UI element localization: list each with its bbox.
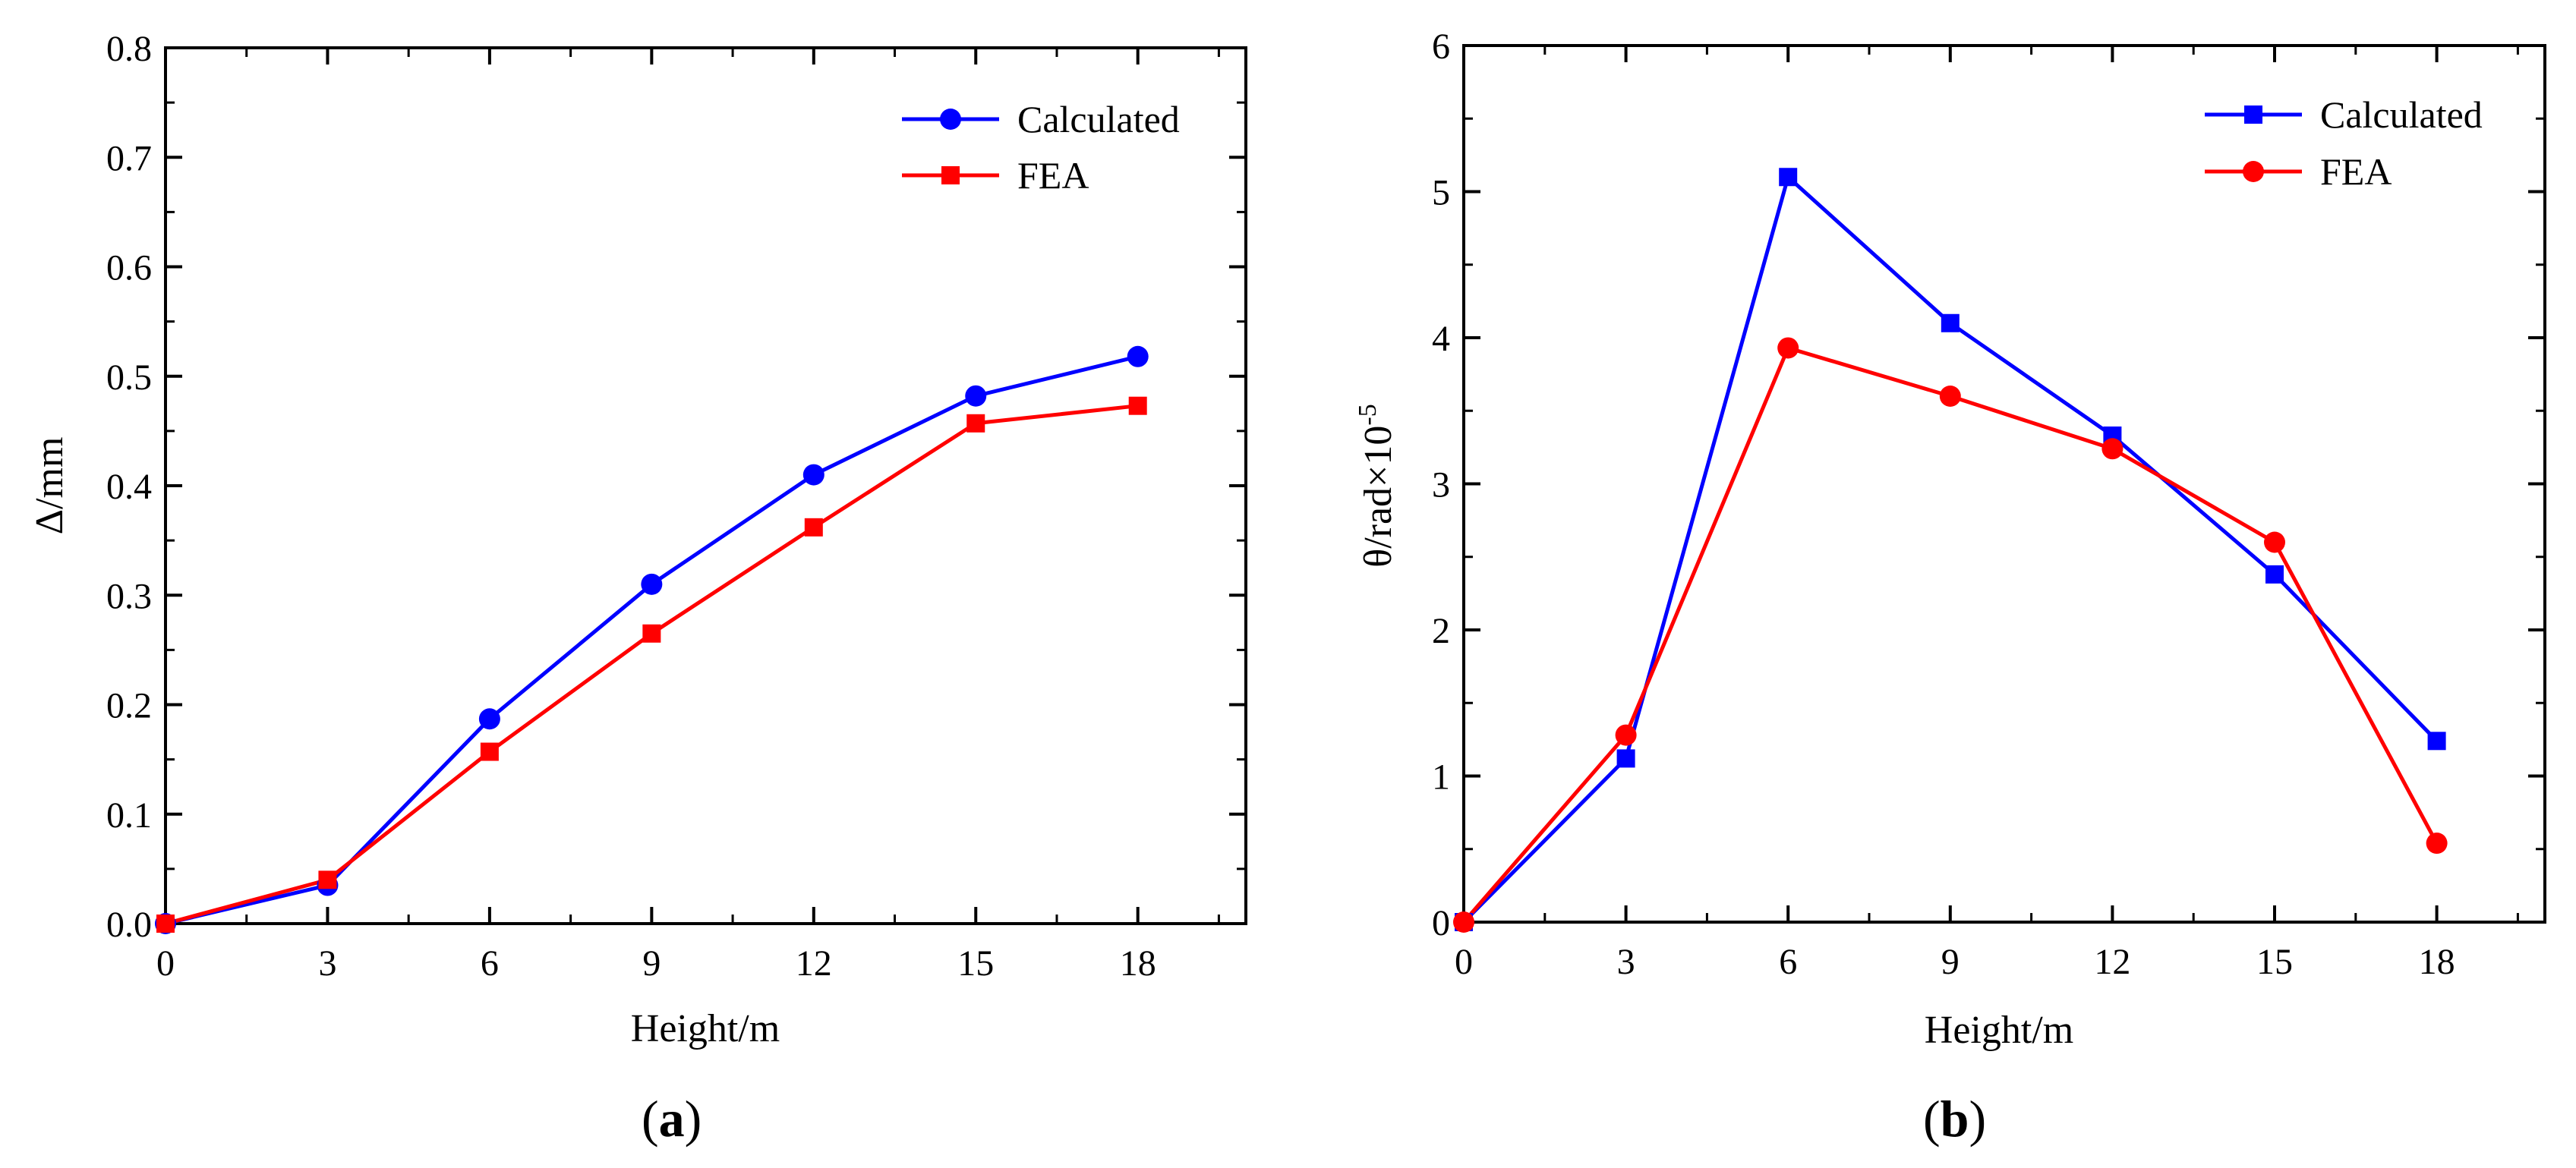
x-tick-label: 0 xyxy=(156,943,175,984)
data-point-fea xyxy=(1453,911,1474,933)
y-tick-label: 0.6 xyxy=(106,248,152,288)
data-point-fea xyxy=(1939,386,1961,407)
y-axis-label: Δ/mm xyxy=(28,437,71,535)
legend: Calculated FEA xyxy=(2205,93,2483,193)
y-tick-label: 4 xyxy=(1432,319,1450,359)
x-tick-label: 6 xyxy=(1779,942,1797,982)
data-point-calculated xyxy=(1127,345,1149,367)
y-tick-label: 0.7 xyxy=(106,138,152,178)
y-tick-label: 0.5 xyxy=(106,357,152,398)
data-point-calculated xyxy=(965,385,987,407)
panel-label-a: (a) xyxy=(642,1090,702,1148)
y-tick-label: 5 xyxy=(1432,173,1450,213)
x-tick-label: 18 xyxy=(1120,943,1156,984)
y-tick-label: 0.1 xyxy=(106,795,152,836)
data-point-fea xyxy=(1777,337,1799,359)
x-tick-label: 12 xyxy=(2094,942,2130,982)
x-tick-label: 12 xyxy=(796,943,832,984)
y-tick-label: 0.3 xyxy=(106,576,152,616)
data-point-calculated xyxy=(802,464,825,486)
x-tick-label: 6 xyxy=(481,943,499,984)
legend-label-fea: FEA xyxy=(2320,150,2392,193)
data-point-fea xyxy=(642,624,661,643)
y-tick-label: 2 xyxy=(1432,611,1450,651)
y-axis-label: θ/rad×10-5 xyxy=(1354,404,1400,567)
data-point-fea xyxy=(2426,833,2448,855)
data-point-fea xyxy=(480,742,499,761)
x-tick-label: 9 xyxy=(642,943,661,984)
panel-letter-b: b xyxy=(1941,1090,1969,1148)
x-tick-label: 15 xyxy=(2256,942,2293,982)
data-point-fea xyxy=(1128,396,1147,415)
y-tick-label: 0.8 xyxy=(106,29,152,69)
legend-label-fea: FEA xyxy=(1017,154,1089,197)
y-tick-label: 0 xyxy=(1432,903,1450,943)
y-tick-label: 3 xyxy=(1432,465,1450,505)
data-point-fea xyxy=(2264,531,2285,553)
x-tick-label: 3 xyxy=(1617,942,1635,982)
y-tick-label: 1 xyxy=(1432,757,1450,798)
legend-marker-fea xyxy=(941,166,960,184)
x-axis-label: Height/m xyxy=(1925,1009,2073,1052)
data-point-calculated xyxy=(2427,732,2446,751)
panel-label-b: (b) xyxy=(1923,1090,1986,1148)
legend-marker-calculated xyxy=(940,109,961,130)
series-markers xyxy=(155,345,1149,934)
data-point-calculated xyxy=(641,573,663,595)
legend-marker-fea xyxy=(2243,161,2264,182)
x-tick-label: 3 xyxy=(318,943,336,984)
y-tick-label: 6 xyxy=(1432,27,1450,67)
data-point-fea xyxy=(318,870,337,889)
data-point-fea xyxy=(1615,724,1637,746)
series-markers xyxy=(1453,168,2448,933)
data-point-calculated xyxy=(478,708,500,730)
data-point-fea xyxy=(966,414,985,433)
ticks: 0 3 6 9 12 15 18 0.0 0.1 0.2 0.3 0.4 0.5 0.6 0.7 0.8 xyxy=(106,29,1246,984)
data-point-fea xyxy=(804,518,823,537)
x-tick-label: 9 xyxy=(1941,942,1960,982)
y-axis-label-superscript: -5 xyxy=(1354,404,1382,425)
data-point-calculated xyxy=(1779,168,1798,187)
legend-marker-calculated xyxy=(2244,105,2262,124)
legend-label-calculated: Calculated xyxy=(2320,93,2483,136)
legend: Calculated FEA xyxy=(902,98,1180,197)
chart-panel-a: 0 3 6 9 12 15 18 0.0 0.1 0.2 0.3 0.4 0.5 0.6 0.7 0.8 He… xyxy=(28,29,1247,1148)
x-tick-label: 18 xyxy=(2419,942,2455,982)
x-tick-label: 0 xyxy=(1455,942,1473,982)
data-point-calculated xyxy=(1616,749,1635,768)
data-point-fea xyxy=(2101,438,2124,460)
data-point-calculated xyxy=(2265,565,2284,584)
x-tick-label: 15 xyxy=(957,943,994,984)
panel-letter-a: a xyxy=(659,1090,685,1148)
legend-label-calculated: Calculated xyxy=(1017,98,1180,140)
y-tick-label: 0.4 xyxy=(106,467,152,507)
x-axis-label: Height/m xyxy=(631,1007,780,1050)
y-tick-label: 0.2 xyxy=(106,686,152,726)
data-point-calculated xyxy=(1941,313,1960,332)
y-tick-label: 0.0 xyxy=(106,905,152,945)
y-axis-label-main: θ/rad×10 xyxy=(1357,426,1400,568)
data-point-fea xyxy=(156,915,175,933)
